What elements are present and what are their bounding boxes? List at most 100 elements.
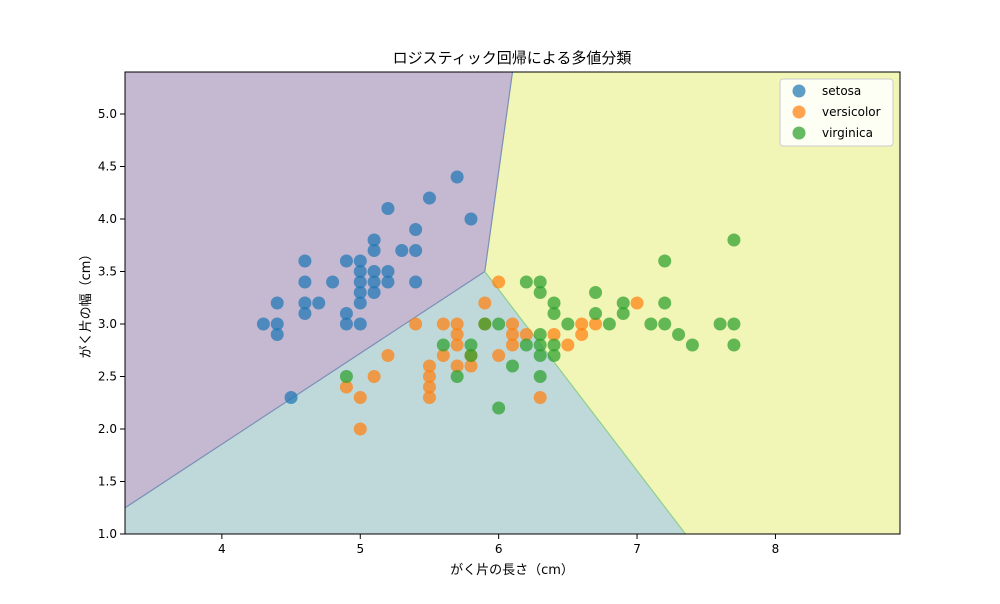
decision-regions	[125, 72, 900, 534]
point-setosa	[422, 191, 436, 205]
point-virginica	[644, 317, 658, 331]
point-virginica	[589, 286, 603, 299]
y-tick-label: 2.0	[98, 422, 117, 436]
point-setosa	[409, 275, 423, 289]
point-virginica	[436, 338, 450, 352]
point-versicolor	[630, 296, 644, 310]
point-setosa	[256, 317, 270, 331]
point-versicolor	[367, 370, 381, 383]
region-setosa	[125, 72, 513, 508]
y-tick-label: 1.0	[98, 527, 117, 541]
point-virginica	[589, 307, 603, 320]
point-versicolor	[547, 328, 561, 341]
legend-label-versicolor: versicolor	[822, 105, 881, 119]
point-setosa	[353, 296, 367, 310]
x-tick-label: 7	[633, 542, 641, 556]
point-virginica	[658, 254, 672, 268]
region-versicolor	[125, 271, 686, 534]
point-setosa	[409, 223, 423, 236]
point-versicolor	[422, 380, 436, 394]
point-versicolor	[339, 380, 353, 394]
point-virginica	[339, 370, 353, 383]
legend-box	[779, 78, 894, 147]
point-virginica	[602, 317, 616, 331]
y-tick-label: 3.0	[98, 317, 117, 331]
point-virginica	[464, 349, 478, 362]
point-virginica	[672, 328, 686, 341]
point-versicolor	[422, 359, 436, 373]
point-virginica	[713, 317, 727, 331]
point-versicolor	[436, 349, 450, 362]
point-versicolor	[450, 338, 464, 352]
point-setosa	[353, 317, 367, 331]
point-virginica	[533, 370, 547, 383]
legend-marker-versicolor	[792, 105, 806, 119]
x-axis-label: がく片の長さ（cm）	[450, 563, 574, 578]
point-setosa	[450, 170, 464, 184]
point-setosa	[367, 244, 381, 257]
point-setosa	[353, 265, 367, 278]
y-axis-label: がく片の幅（cm）	[79, 248, 94, 359]
point-setosa	[367, 275, 381, 289]
point-virginica	[727, 317, 741, 331]
point-setosa	[353, 275, 367, 289]
point-setosa	[326, 275, 340, 289]
point-versicolor	[381, 349, 395, 362]
point-virginica	[685, 338, 699, 352]
point-versicolor	[506, 338, 519, 352]
point-virginica	[533, 286, 547, 299]
point-versicolor	[506, 328, 519, 341]
point-virginica	[519, 338, 533, 352]
point-versicolor	[353, 391, 367, 404]
point-setosa	[339, 254, 353, 268]
point-virginica	[658, 317, 672, 331]
y-tick-label: 4.5	[98, 160, 117, 174]
point-versicolor	[575, 328, 589, 341]
point-setosa	[339, 307, 353, 320]
point-versicolor	[450, 328, 464, 341]
point-setosa	[464, 212, 478, 226]
legend: setosa versicolor virginica	[779, 78, 894, 147]
point-setosa	[381, 202, 395, 215]
point-setosa	[298, 254, 312, 268]
point-setosa	[270, 317, 284, 331]
point-versicolor	[422, 391, 436, 404]
point-setosa	[381, 275, 395, 289]
point-versicolor	[575, 317, 589, 331]
point-versicolor	[506, 317, 519, 331]
point-virginica	[464, 338, 478, 352]
point-virginica	[478, 317, 492, 331]
plot-frame	[124, 71, 901, 535]
point-versicolor	[464, 359, 478, 373]
point-virginica	[547, 296, 561, 310]
x-tick-label: 5	[356, 542, 364, 556]
legend-marker-virginica	[792, 126, 806, 140]
point-virginica	[533, 338, 547, 352]
y-tick-label: 1.5	[98, 475, 117, 489]
point-setosa	[298, 275, 312, 289]
point-setosa	[270, 328, 284, 341]
point-versicolor	[492, 349, 506, 362]
point-setosa	[353, 286, 367, 299]
region-virginica	[484, 72, 900, 534]
point-virginica	[616, 307, 630, 320]
point-virginica	[506, 359, 519, 373]
x-tick-label: 4	[218, 542, 226, 556]
point-virginica	[658, 296, 672, 310]
point-setosa	[339, 317, 353, 331]
point-setosa	[367, 286, 381, 299]
point-virginica	[533, 328, 547, 341]
point-setosa	[298, 296, 312, 310]
point-versicolor	[409, 317, 423, 331]
point-setosa	[353, 254, 367, 268]
point-versicolor	[589, 317, 603, 331]
point-virginica	[533, 275, 547, 289]
point-virginica	[727, 233, 741, 247]
legend-label-virginica: virginica	[822, 126, 873, 140]
point-versicolor	[436, 317, 450, 331]
point-versicolor	[492, 275, 506, 289]
point-versicolor	[450, 317, 464, 331]
point-setosa	[409, 244, 423, 257]
point-virginica	[450, 370, 464, 383]
point-setosa	[312, 296, 326, 310]
